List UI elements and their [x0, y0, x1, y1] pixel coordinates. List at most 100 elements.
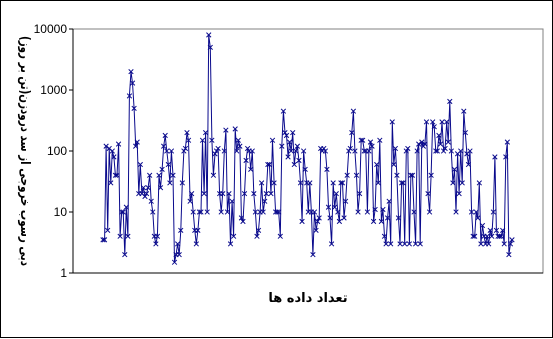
- data-point-marker: [335, 209, 341, 215]
- data-point-marker: [268, 190, 274, 197]
- data-point-marker: [279, 143, 285, 149]
- data-point-marker: [311, 209, 318, 215]
- data-point-marker: [266, 161, 273, 168]
- data-point-marker: [199, 137, 206, 143]
- data-point-marker: [195, 227, 201, 234]
- data-point-marker: [179, 180, 185, 186]
- data-point-marker: [465, 161, 472, 168]
- data-point-marker: [487, 227, 493, 234]
- data-point-marker: [397, 241, 403, 247]
- data-point-marker: [288, 148, 294, 154]
- data-point-marker: [244, 145, 251, 152]
- data-point-marker: [426, 209, 433, 215]
- data-point-marker: [442, 145, 448, 152]
- data-point-marker: [479, 222, 486, 229]
- data-point-marker: [352, 148, 358, 154]
- data-point-marker: [109, 148, 115, 154]
- data-point-marker: [115, 141, 122, 147]
- data-point-marker: [498, 233, 504, 239]
- data-point-marker: [299, 218, 305, 225]
- data-point-marker: [255, 227, 262, 234]
- data-point-marker: [353, 172, 360, 178]
- y-tick-label: 1000: [40, 83, 67, 97]
- data-point-marker: [252, 209, 259, 215]
- data-point-marker: [330, 180, 336, 186]
- data-point-marker: [372, 206, 378, 213]
- data-point-marker: [204, 209, 210, 215]
- data-point-marker: [215, 145, 221, 152]
- data-point-marker: [398, 180, 405, 186]
- data-point-marker: [402, 241, 408, 247]
- data-markers: [100, 32, 515, 265]
- data-point-marker: [395, 215, 402, 221]
- data-point-marker: [147, 172, 153, 178]
- data-point-marker: [484, 233, 490, 239]
- data-point-marker: [258, 180, 265, 186]
- data-point-marker: [269, 137, 276, 143]
- data-point-marker: [444, 119, 450, 125]
- data-point-marker: [374, 161, 380, 168]
- data-point-marker: [369, 143, 375, 149]
- data-point-marker: [123, 204, 129, 210]
- data-point-marker: [230, 233, 237, 239]
- data-point-marker: [176, 251, 182, 258]
- data-point-marker: [271, 180, 277, 186]
- data-point-marker: [383, 241, 389, 247]
- data-point-marker: [220, 190, 226, 197]
- data-point-marker: [341, 215, 347, 221]
- data-point-marker: [206, 32, 212, 38]
- data-point-marker: [437, 141, 444, 147]
- data-point-marker: [388, 241, 394, 247]
- data-point-marker: [286, 139, 293, 145]
- data-point-marker: [380, 206, 386, 213]
- data-point-marker: [430, 119, 436, 125]
- data-point-marker: [235, 137, 241, 143]
- data-point-marker: [332, 204, 338, 210]
- data-point-marker: [501, 241, 507, 247]
- data-point-marker: [493, 227, 500, 234]
- data-point-marker: [282, 129, 288, 136]
- data-point-marker: [232, 126, 238, 132]
- data-point-marker: [229, 198, 235, 204]
- data-point-marker: [148, 198, 154, 204]
- data-point-marker: [433, 148, 439, 154]
- y-axis-title: دبی رسوب خروجی از سد درودزن(تن بر روز): [17, 36, 32, 266]
- data-point-marker: [350, 108, 357, 114]
- data-point-marker: [322, 148, 329, 154]
- data-point-marker: [391, 161, 397, 168]
- data-point-marker: [458, 148, 464, 154]
- data-point-marker: [406, 241, 413, 247]
- data-point-marker: [248, 166, 254, 173]
- data-point-marker: [290, 129, 296, 136]
- data-point-marker: [412, 241, 419, 247]
- data-point-marker: [153, 241, 159, 247]
- data-point-marker: [475, 215, 481, 221]
- data-point-marker: [100, 237, 106, 243]
- y-tick-label: 10: [54, 205, 68, 219]
- data-point-marker: [344, 172, 350, 178]
- data-point-marker: [347, 145, 353, 152]
- data-point-marker: [159, 166, 165, 173]
- data-point-marker: [210, 172, 217, 178]
- data-point-marker: [496, 233, 503, 239]
- data-point-marker: [500, 227, 506, 234]
- data-point-marker: [294, 143, 301, 149]
- data-point-marker: [310, 251, 316, 258]
- data-point-marker: [414, 148, 420, 154]
- data-point-marker: [447, 98, 453, 105]
- data-point-marker: [453, 209, 459, 215]
- data-point-marker: [423, 119, 430, 125]
- data-point-marker: [283, 132, 290, 139]
- data-point-marker: [370, 218, 377, 225]
- data-point-marker: [428, 172, 434, 178]
- data-point-marker: [486, 241, 492, 247]
- data-point-marker: [260, 209, 266, 215]
- data-point-marker: [140, 185, 147, 191]
- data-point-marker: [360, 137, 366, 143]
- data-point-marker: [392, 145, 399, 152]
- data-point-marker: [356, 190, 363, 197]
- data-point-marker: [234, 148, 240, 154]
- data-point-marker: [162, 132, 168, 139]
